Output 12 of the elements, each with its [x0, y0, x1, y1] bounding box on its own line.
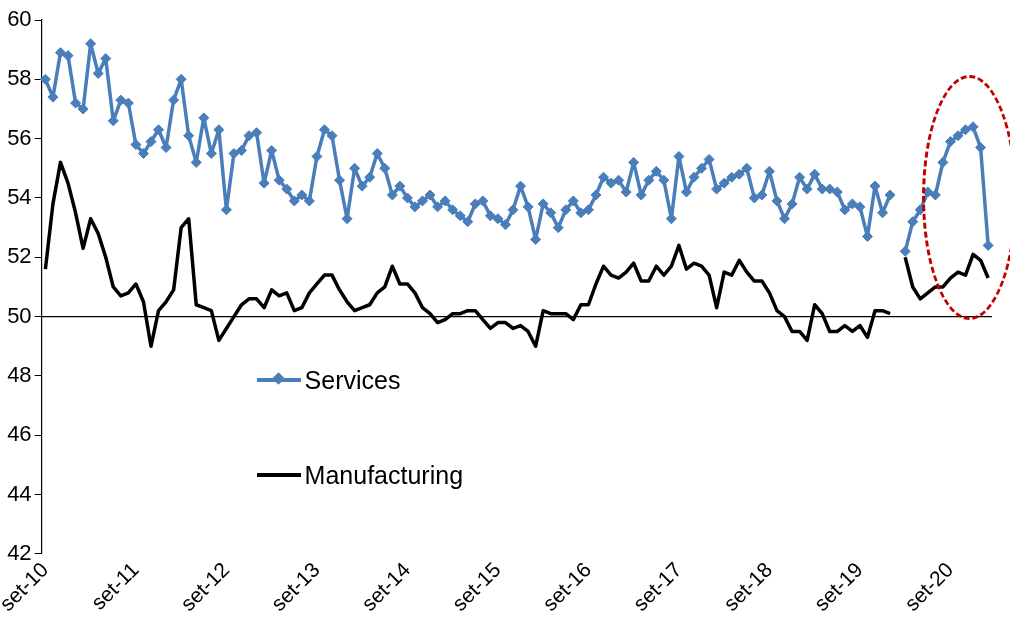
y-tick-label: 56	[7, 124, 32, 150]
legend-label: Services	[304, 365, 401, 395]
y-tick-label: 46	[7, 421, 32, 447]
legend-label: Manufacturing	[304, 460, 464, 490]
y-tick-label: 48	[7, 362, 32, 387]
y-tick-label: 54	[7, 184, 32, 210]
y-tick-label: 60	[7, 6, 32, 32]
y-tick-label: 50	[7, 302, 32, 328]
y-tick-label: 44	[7, 480, 32, 506]
y-tick-label: 42	[7, 539, 32, 565]
y-tick-label: 52	[7, 243, 32, 269]
y-tick-label: 58	[7, 65, 32, 91]
